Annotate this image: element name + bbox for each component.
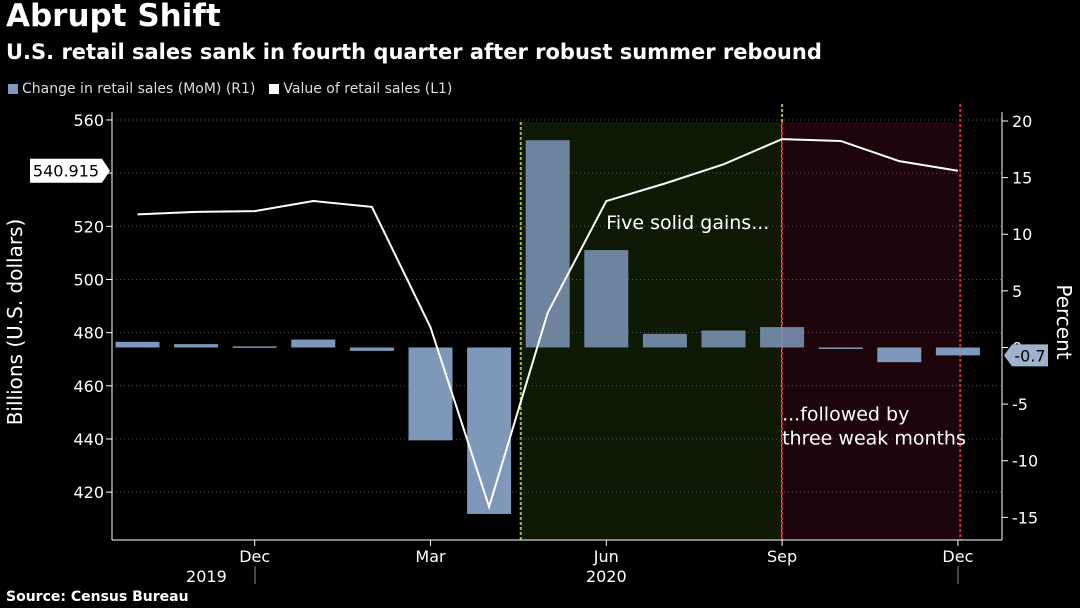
legend-item-bars: Change in retail sales (MoM) (R1) (8, 81, 255, 97)
left-tick-label: 560 (73, 111, 104, 130)
right-tick-label: 10 (1012, 225, 1032, 244)
last-value-right-badge (1004, 344, 1048, 367)
x-tick-label: Sep (767, 547, 797, 566)
legend-label-bars: Change in retail sales (MoM) (R1) (22, 81, 256, 97)
left-tick-label: 440 (73, 430, 104, 449)
legend-swatch-bars (8, 84, 18, 94)
year-label: 2020 (586, 567, 627, 586)
legend-swatch-line (269, 84, 280, 94)
last-value-left-label: 540.915 (33, 162, 99, 181)
bar-Feb-2020 (349, 347, 394, 351)
right-tick-label: -10 (1012, 452, 1038, 471)
y-axis-right-label: Percent (1052, 284, 1076, 359)
x-tick-label: Dec (942, 547, 973, 566)
legend: Change in retail sales (MoM) (R1) Value … (8, 81, 452, 97)
left-tick-label: 460 (73, 377, 104, 396)
y-axis-left-label: Billions (U.S. dollars) (3, 219, 27, 426)
right-tick-label: -5 (1012, 395, 1028, 414)
bar-Aug-2020 (701, 330, 746, 348)
chart-title: Abrupt Shift (6, 0, 221, 34)
bar-Jun-2020 (584, 250, 629, 348)
bar-Oct-2019 (115, 341, 160, 348)
bar-Dec-2020 (935, 347, 980, 356)
right-tick-label: 5 (1012, 282, 1022, 301)
bar-May-2020 (525, 140, 570, 348)
left-tick-label: 500 (73, 270, 104, 289)
legend-item-line: Value of retail sales (L1) (269, 81, 452, 97)
left-tick-label: 420 (73, 483, 104, 502)
bar-Dec-2019 (232, 346, 277, 348)
legend-label-line: Value of retail sales (L1) (283, 81, 453, 97)
bar-Mar-2020 (408, 347, 453, 441)
x-tick-label: Jun (593, 547, 619, 566)
chart-subtitle: U.S. retail sales sank in fourth quarter… (6, 40, 822, 64)
bar-Apr-2020 (467, 347, 512, 514)
bar-Oct-2020 (818, 347, 863, 349)
x-tick-label: Dec (239, 547, 270, 566)
year-label: 2019 (186, 567, 227, 586)
highlight-band-red (782, 122, 961, 540)
bar-Nov-2020 (877, 347, 922, 363)
right-tick-label: 15 (1012, 169, 1032, 188)
left-tick-label: 480 (73, 324, 104, 343)
bar-Nov-2019 (174, 344, 219, 348)
x-tick-label: Mar (415, 547, 446, 566)
last-value-right-label: -0.7 (1014, 346, 1045, 365)
annotation-text: Five solid gains... (606, 212, 769, 234)
left-tick-label: 520 (73, 217, 104, 236)
last-value-left-badge (30, 158, 110, 183)
bar-Sep-2020 (760, 327, 805, 348)
annotation-text: three weak months (782, 427, 966, 449)
line-value-of-retail-sales (137, 138, 959, 511)
bar-Jan-2020 (291, 339, 336, 348)
annotation-text: ...followed by (782, 403, 909, 425)
right-tick-label: 20 (1012, 112, 1032, 131)
source-note: Source: Census Bureau (6, 589, 189, 605)
right-tick-label: -15 (1012, 508, 1038, 527)
bar-Jul-2020 (642, 333, 687, 348)
